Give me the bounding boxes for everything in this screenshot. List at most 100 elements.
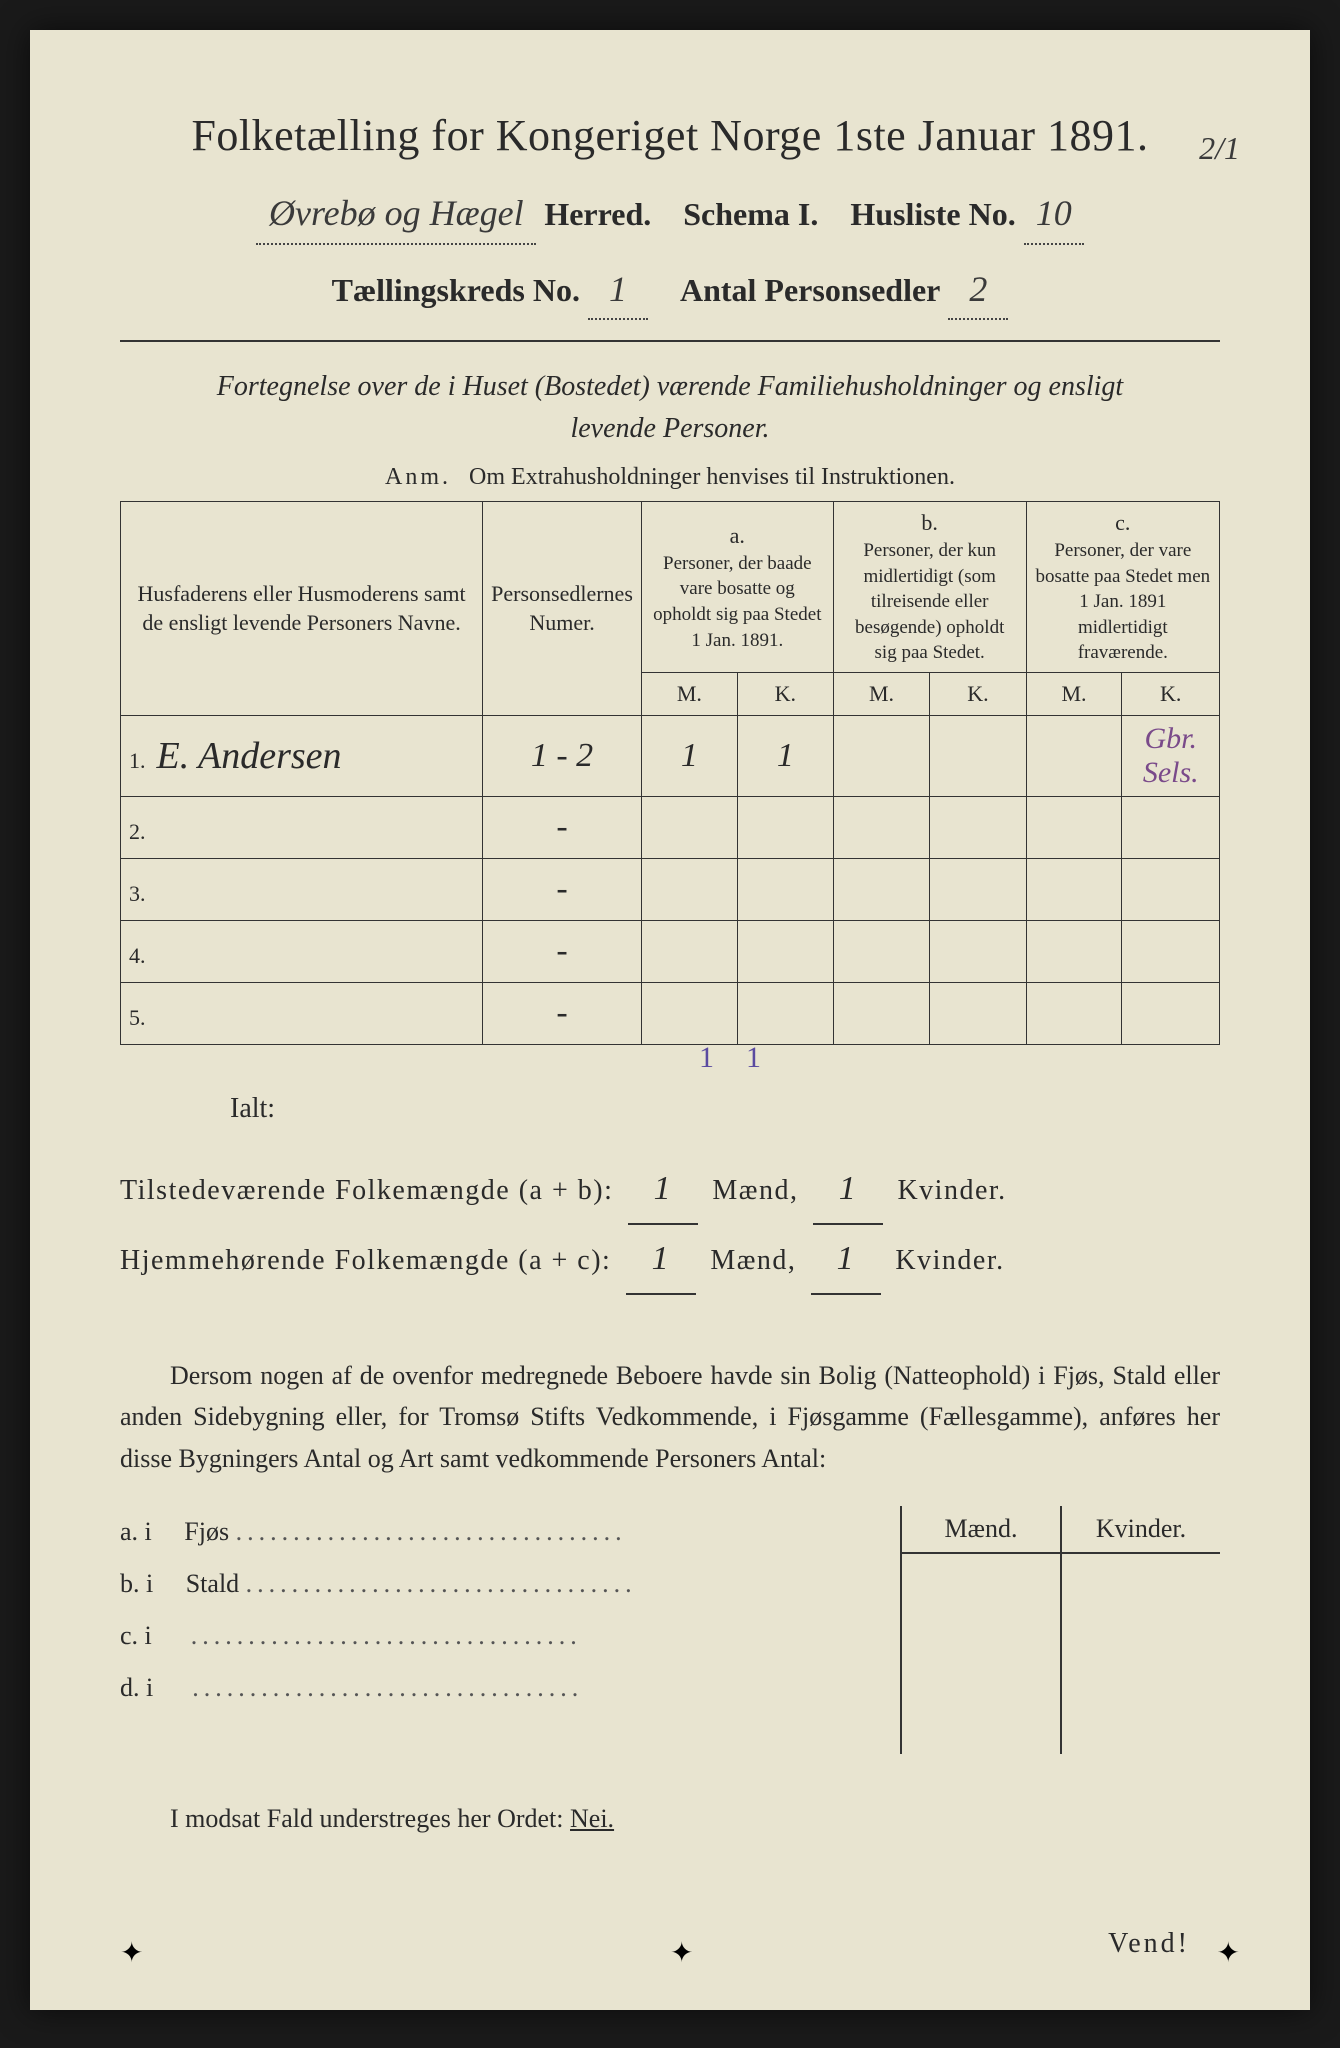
corner-mark-bl: ✦: [120, 1936, 143, 1970]
th-c-k: K.: [1122, 673, 1220, 716]
table-row: 4. -: [121, 920, 1220, 982]
kreds-label: Tællingskreds No.: [332, 272, 580, 308]
mk-maend: Mænd.: [902, 1506, 1062, 1552]
row-c-m: [1026, 796, 1122, 858]
maend-2: Mænd,: [710, 1245, 796, 1276]
total-ac-k: 1: [811, 1225, 881, 1295]
row-a-k: [737, 796, 833, 858]
row-a-m: [641, 982, 737, 1044]
top-fraction: 2/1: [1199, 130, 1240, 167]
corner-mark-br: ✦: [1217, 1936, 1240, 1970]
row-b-m: [833, 796, 930, 858]
row-sedler: -: [483, 920, 642, 982]
th-col-b: b. Personer, der kun midlertidigt (som t…: [833, 502, 1026, 673]
title-text: Folketælling for Kongeriget Norge 1ste J…: [191, 111, 1148, 160]
total-ac-m: 1: [626, 1225, 696, 1295]
kreds-value: 1: [588, 261, 648, 321]
th-col-c: c. Personer, der vare bosatte paa Stedet…: [1026, 502, 1219, 673]
row-name: 4.: [121, 920, 483, 982]
row-c-k: [1122, 982, 1220, 1044]
subtitle: Fortegnelse over de i Huset (Bostedet) v…: [120, 366, 1220, 450]
herred-value: Øvrebø og Hægel: [256, 185, 536, 245]
nei-word: Nei.: [570, 1804, 614, 1833]
row-name: 2.: [121, 796, 483, 858]
row-a-m: [641, 858, 737, 920]
th-b-k: K.: [930, 673, 1026, 716]
th-a-m: M.: [641, 673, 737, 716]
th-numer: Personsedlernes Numer.: [483, 502, 642, 716]
tally-a-m: 1: [699, 1041, 714, 1074]
mk-body-m: [902, 1554, 1062, 1754]
totals-block: Tilstedeværende Folkemængde (a + b): 1 M…: [120, 1155, 1220, 1295]
schema-label: Schema I.: [683, 196, 818, 232]
row-a-m: [641, 796, 737, 858]
row-c-m: [1026, 982, 1122, 1044]
row-b-m: [833, 858, 930, 920]
building-row: c. i ..................................: [120, 1610, 880, 1662]
th-a-k: K.: [737, 673, 833, 716]
th-b-m: M.: [833, 673, 930, 716]
row-b-m: [833, 982, 930, 1044]
row-c-k: [1122, 920, 1220, 982]
row-b-m: [833, 920, 930, 982]
row-c-k: Gbr. Sels.: [1122, 715, 1220, 796]
row-a-m: [641, 920, 737, 982]
row-b-k: [930, 920, 1026, 982]
nei-line: I modsat Fald understreges her Ordet: Ne…: [120, 1804, 1220, 1834]
building-paragraph: Dersom nogen af de ovenfor medregnede Be…: [120, 1355, 1220, 1480]
table-row: 3. -: [121, 858, 1220, 920]
row-sedler: -: [483, 858, 642, 920]
ialt-label: Ialt:: [230, 1093, 1220, 1125]
row-b-k: [930, 796, 1026, 858]
row-a-k: 1: [737, 715, 833, 796]
table-row: 5. -: [121, 982, 1220, 1044]
kreds-line: Tællingskreds No. 1 Antal Personsedler 2: [120, 261, 1220, 321]
th-col-a: a. Personer, der baade vare bosatte og o…: [641, 502, 833, 673]
nei-text: I modsat Fald understreges her Ordet:: [170, 1804, 564, 1833]
row-a-k: [737, 920, 833, 982]
maend-1: Mænd,: [712, 1175, 798, 1206]
row-b-k: [930, 715, 1026, 796]
building-row: d. i ..................................: [120, 1662, 880, 1714]
main-title: Folketælling for Kongeriget Norge 1ste J…: [120, 110, 1220, 161]
husliste-value: 10: [1024, 185, 1084, 245]
antal-value: 2: [948, 261, 1008, 321]
row-name: 5.: [121, 982, 483, 1044]
row-b-k: [930, 858, 1026, 920]
row-c-m: [1026, 920, 1122, 982]
row-sedler: 1 - 2: [483, 715, 642, 796]
building-row: b. i Stald .............................…: [120, 1558, 880, 1610]
mk-body-k: [1062, 1554, 1220, 1754]
anm-text: Om Extrahusholdninger henvises til Instr…: [469, 464, 955, 490]
row-c-m: [1026, 715, 1122, 796]
th-c-m: M.: [1026, 673, 1122, 716]
mk-box: Mænd. Kvinder.: [900, 1506, 1220, 1754]
building-list: a. i Fjøs ..............................…: [120, 1506, 900, 1754]
total-ab-k: 1: [813, 1155, 883, 1225]
herred-line: Øvrebø og Hægel Herred. Schema I. Huslis…: [120, 185, 1220, 245]
vend-label: Vend!: [1108, 1928, 1190, 1960]
kvinder-2: Kvinder.: [895, 1245, 1004, 1276]
row-b-m: [833, 715, 930, 796]
corner-mark-bc: ✦: [670, 1936, 693, 1970]
th-names: Husfaderens eller Husmoderens samt de en…: [121, 502, 483, 716]
subtitle-line1: Fortegnelse over de i Huset (Bostedet) v…: [217, 371, 1123, 402]
kvinder-1: Kvinder.: [897, 1175, 1006, 1206]
row-b-k: [930, 982, 1026, 1044]
annotation-note: Anm. Om Extrahusholdninger henvises til …: [120, 464, 1220, 491]
husliste-label: Husliste No.: [850, 196, 1015, 232]
row-name: 1. E. Andersen: [121, 715, 483, 796]
row-c-k: [1122, 796, 1220, 858]
subtitle-line2: levende Personer.: [570, 413, 769, 444]
row-c-m: [1026, 858, 1122, 920]
census-table: Husfaderens eller Husmoderens samt de en…: [120, 501, 1220, 1045]
table-row: 2. -: [121, 796, 1220, 858]
table-row: 1. E. Andersen1 - 211Gbr. Sels.: [121, 715, 1220, 796]
row-c-k: [1122, 858, 1220, 920]
row-name: 3.: [121, 858, 483, 920]
total-ab-label: Tilstedeværende Folkemængde (a + b):: [120, 1175, 613, 1206]
antal-label: Antal Personsedler: [680, 272, 940, 308]
mk-kvinder: Kvinder.: [1062, 1506, 1220, 1552]
total-ac-label: Hjemmehørende Folkemængde (a + c):: [120, 1245, 611, 1276]
building-row: a. i Fjøs ..............................…: [120, 1506, 880, 1558]
